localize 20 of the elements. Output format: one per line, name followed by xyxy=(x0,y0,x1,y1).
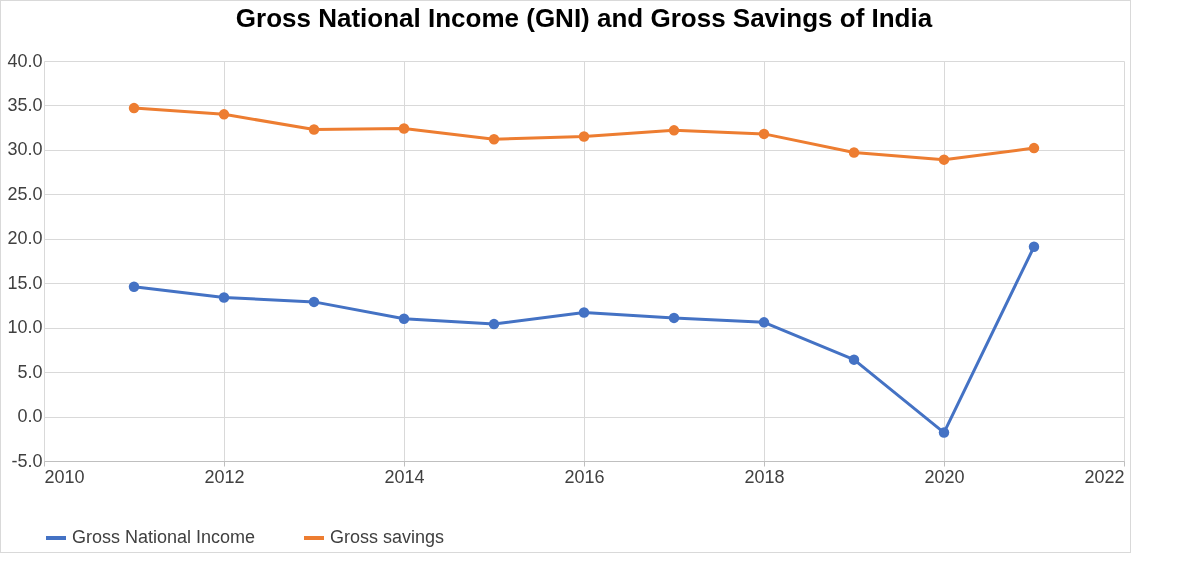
x-tick-label: 2022 xyxy=(1084,466,1125,487)
x-tick-label: 2020 xyxy=(924,466,965,487)
y-tick-label: 0.0 xyxy=(17,406,43,427)
y-tick-label: 10.0 xyxy=(7,317,43,338)
x-tick-label: 2014 xyxy=(384,466,425,487)
y-tick-label: 20.0 xyxy=(7,228,43,249)
x-tick-label: 2016 xyxy=(564,466,605,487)
x-tick-label: 2012 xyxy=(204,466,245,487)
y-tick-label: 40.0 xyxy=(7,50,43,71)
y-tick-label: -5.0 xyxy=(11,450,43,471)
y-tick-label: 5.0 xyxy=(17,361,43,382)
y-tick-label: 30.0 xyxy=(7,139,43,160)
y-tick-label: 15.0 xyxy=(7,272,43,293)
y-tick-label: 35.0 xyxy=(7,94,43,115)
x-tick-label: 2018 xyxy=(744,466,785,487)
chart-title: Gross National Income (GNI) and Gross Savings of India xyxy=(235,3,933,33)
legend-label: Gross savings xyxy=(330,527,445,547)
legend-label: Gross National Income xyxy=(72,527,256,547)
y-tick-label: 25.0 xyxy=(7,183,43,204)
x-tick-label: 2010 xyxy=(44,466,85,487)
